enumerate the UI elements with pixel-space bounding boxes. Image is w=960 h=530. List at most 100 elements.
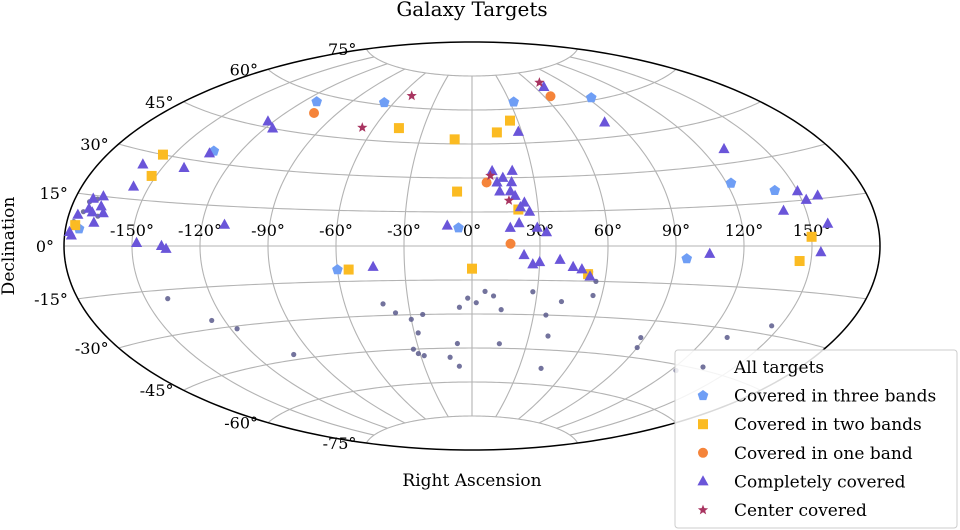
point-all-targets [634, 344, 640, 351]
legend-label: All targets [733, 358, 824, 378]
point-covered-in-three-bands [453, 222, 464, 233]
point-completely-covered [88, 216, 100, 227]
y-tick-label: 45° [145, 93, 173, 112]
y-tick-label: 15° [40, 184, 68, 203]
x-tick-label: -150° [110, 221, 154, 240]
point-completely-covered [491, 176, 503, 187]
series-triangle [63, 80, 834, 281]
point-completely-covered [494, 185, 506, 196]
point-covered-in-two-bands [467, 263, 477, 274]
point-all-targets [538, 365, 544, 371]
point-all-targets [558, 298, 565, 305]
point-all-targets [456, 304, 463, 310]
legend-label: Covered in three bands [734, 387, 936, 407]
chart-title: Galaxy Targets [396, 0, 547, 21]
legend-marker-triangle [697, 475, 709, 486]
parallel-line [118, 143, 826, 179]
point-completely-covered [504, 221, 516, 232]
point-covered-in-two-bands [343, 264, 354, 275]
point-completely-covered [203, 147, 216, 158]
point-completely-covered [567, 260, 579, 271]
point-completely-covered [267, 122, 279, 133]
point-all-targets [456, 363, 462, 369]
x-tick-label: -90° [251, 221, 285, 240]
point-all-targets [234, 326, 240, 332]
y-tick-labels: -75° -60° -45° -30° -15° 0° 15° 30° 45° 60° 75° [34, 40, 356, 453]
legend-marker-pentagon [697, 390, 709, 401]
x-tick-label: 0° [463, 221, 481, 240]
point-covered-in-three-bands [769, 184, 781, 196]
point-covered-in-three-bands [725, 177, 737, 188]
point-covered-in-one-band [481, 177, 492, 188]
point-all-targets [769, 323, 775, 329]
point-completely-covered [538, 80, 550, 92]
legend-items: All targets Covered in three bands Covered… [697, 358, 936, 521]
point-completely-covered [513, 217, 525, 228]
point-completely-covered [367, 260, 379, 271]
point-all-targets [447, 354, 453, 360]
point-completely-covered [178, 161, 190, 172]
point-completely-covered [791, 185, 804, 196]
parallel-line [77, 279, 867, 300]
point-covered-in-three-bands [585, 92, 597, 103]
legend-label: Completely covered [734, 472, 906, 492]
point-completely-covered [497, 171, 509, 182]
point-completely-covered [137, 158, 149, 169]
point-completely-covered [65, 229, 77, 240]
legend-marker-circle [698, 447, 708, 458]
point-completely-covered [97, 207, 109, 218]
x-tick-labels: -150°-120°-90°-60°-30°0°30°60°90°120°150… [110, 221, 831, 240]
point-all-targets [421, 353, 427, 359]
point-completely-covered [540, 226, 553, 237]
point-completely-covered [576, 263, 588, 274]
point-all-targets [543, 312, 549, 318]
legend-marker-star [697, 504, 709, 515]
point-completely-covered [777, 204, 790, 215]
point-completely-covered [514, 201, 526, 212]
point-all-targets [465, 295, 471, 301]
point-completely-covered [218, 218, 231, 229]
y-tick-label: 30° [80, 135, 108, 154]
y-axis-label: Declination [0, 197, 19, 296]
y-tick-label: -75° [323, 434, 357, 453]
y-tick-label: 0° [36, 237, 54, 256]
point-all-targets [165, 296, 171, 302]
series-star [357, 77, 545, 205]
legend-label: Center covered [734, 501, 867, 521]
point-completely-covered [83, 202, 95, 213]
x-tick-label: 60° [594, 221, 622, 240]
legend-box [674, 349, 958, 529]
point-completely-covered [584, 270, 596, 281]
point-covered-in-two-bands [146, 170, 157, 181]
point-completely-covered [127, 180, 140, 191]
point-completely-covered [512, 125, 524, 136]
point-covered-in-three-bands [681, 253, 693, 264]
y-tick-label: -60° [224, 414, 258, 433]
point-all-targets [490, 293, 497, 299]
point-all-targets [724, 334, 730, 341]
point-completely-covered [599, 116, 611, 127]
point-all-targets [530, 289, 536, 295]
x-tick-label: -60° [319, 221, 353, 240]
parallel-line [365, 415, 579, 444]
point-completely-covered [160, 242, 172, 253]
parallel-line [267, 381, 677, 424]
legend-label: Covered in one band [734, 444, 913, 464]
point-covered-in-three-bands [311, 96, 323, 107]
point-completely-covered [506, 164, 518, 175]
x-tick-label: -120° [178, 221, 222, 240]
point-all-targets [496, 341, 502, 347]
point-all-targets [408, 316, 414, 322]
point-completely-covered [441, 219, 453, 230]
point-all-targets [380, 301, 386, 307]
point-completely-covered [504, 185, 516, 196]
point-completely-covered [554, 253, 566, 264]
point-completely-covered [97, 190, 109, 201]
point-all-targets [638, 334, 644, 341]
x-tick-label: 150° [793, 221, 832, 240]
map-boundary [63, 41, 881, 451]
point-completely-covered [155, 239, 168, 251]
point-covered-in-two-bands [806, 231, 817, 242]
parallel-line [183, 101, 761, 145]
point-all-targets [410, 346, 416, 352]
